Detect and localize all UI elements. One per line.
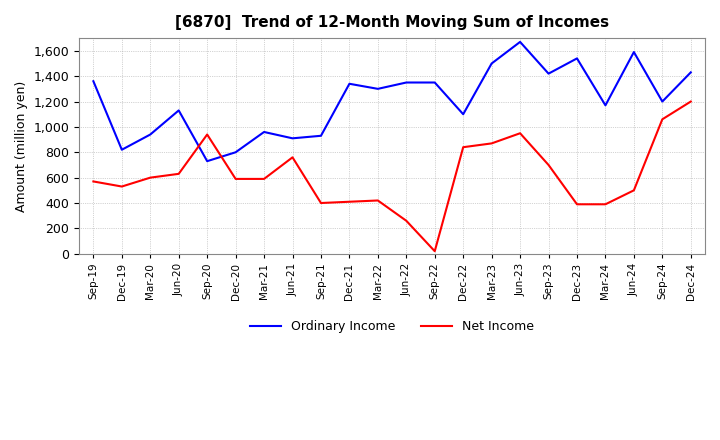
Net Income [431, 249, 439, 254]
Net Income [658, 117, 667, 122]
Ordinary Income [260, 129, 269, 135]
Net Income [231, 176, 240, 182]
Ordinary Income [117, 147, 126, 152]
Ordinary Income [686, 70, 695, 75]
Line: Net Income: Net Income [94, 102, 690, 251]
Ordinary Income [146, 132, 155, 137]
Ordinary Income [402, 80, 410, 85]
Net Income [345, 199, 354, 205]
Net Income [601, 202, 610, 207]
Net Income [260, 176, 269, 182]
Ordinary Income [658, 99, 667, 104]
Ordinary Income [459, 112, 467, 117]
Net Income [487, 141, 496, 146]
Line: Ordinary Income: Ordinary Income [94, 42, 690, 161]
Ordinary Income [516, 39, 524, 44]
Ordinary Income [431, 80, 439, 85]
Ordinary Income [174, 108, 183, 113]
Ordinary Income [374, 86, 382, 92]
Ordinary Income [231, 150, 240, 155]
Net Income [89, 179, 98, 184]
Ordinary Income [288, 136, 297, 141]
Ordinary Income [629, 49, 638, 55]
Net Income [317, 200, 325, 205]
Ordinary Income [345, 81, 354, 86]
Ordinary Income [487, 61, 496, 66]
Net Income [686, 99, 695, 104]
Net Income [402, 218, 410, 224]
Title: [6870]  Trend of 12-Month Moving Sum of Incomes: [6870] Trend of 12-Month Moving Sum of I… [175, 15, 609, 30]
Ordinary Income [317, 133, 325, 139]
Net Income [288, 155, 297, 160]
Net Income [174, 171, 183, 176]
Net Income [459, 145, 467, 150]
Ordinary Income [203, 158, 212, 164]
Net Income [117, 184, 126, 189]
Ordinary Income [572, 56, 581, 61]
Net Income [544, 162, 553, 168]
Net Income [146, 175, 155, 180]
Net Income [572, 202, 581, 207]
Net Income [629, 188, 638, 193]
Net Income [203, 132, 212, 137]
Ordinary Income [89, 79, 98, 84]
Ordinary Income [544, 71, 553, 76]
Legend: Ordinary Income, Net Income: Ordinary Income, Net Income [245, 315, 539, 338]
Ordinary Income [601, 103, 610, 108]
Net Income [374, 198, 382, 203]
Net Income [516, 131, 524, 136]
Y-axis label: Amount (million yen): Amount (million yen) [15, 81, 28, 212]
